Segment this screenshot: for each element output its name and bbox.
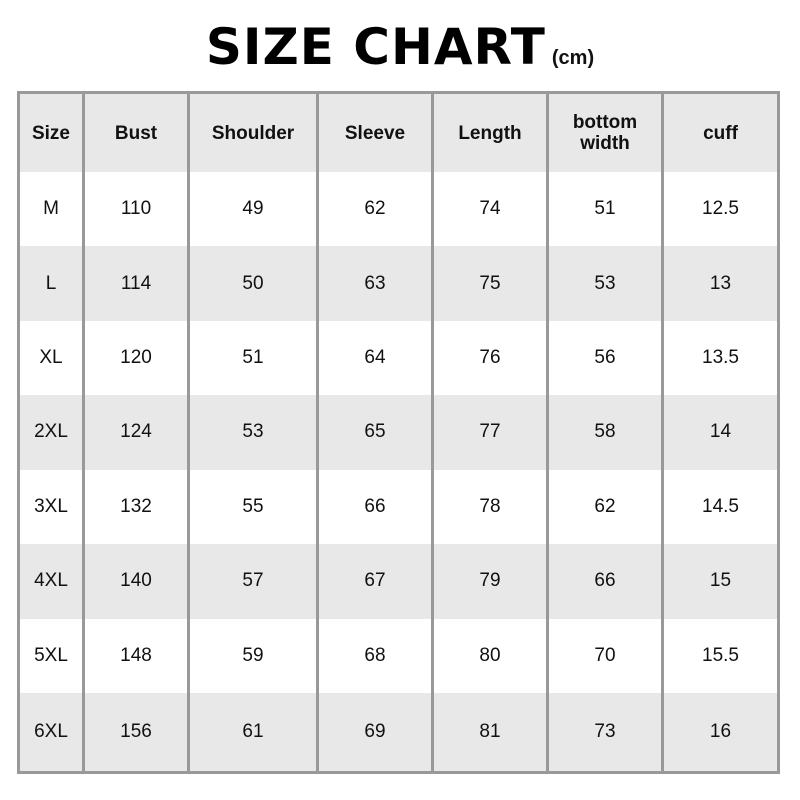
- value-cell: 69: [316, 692, 434, 773]
- table-row: 5XL 148 59 68 80 70 15.5: [17, 618, 780, 693]
- table-row: 3XL 132 55 66 78 62 14.5: [17, 469, 780, 545]
- table-row: M 110 49 62 74 51 12.5: [17, 172, 780, 247]
- value-cell: 16: [661, 692, 780, 773]
- value-cell: 120: [82, 320, 190, 396]
- value-cell: 148: [82, 618, 190, 693]
- value-cell: 49: [187, 172, 319, 247]
- value-cell: 57: [187, 544, 319, 619]
- value-cell: 124: [82, 395, 190, 470]
- value-cell: 50: [187, 246, 319, 321]
- title-text: SIZE CHART: [205, 18, 546, 76]
- size-table: Size Bust Shoulder Sleeve Length bottom width…: [17, 91, 780, 774]
- value-cell: 79: [431, 544, 549, 619]
- value-cell: 73: [546, 692, 664, 773]
- value-cell: 132: [82, 469, 190, 545]
- column-header: Size: [17, 92, 85, 172]
- column-header: cuff: [661, 92, 780, 172]
- value-cell: 53: [187, 395, 319, 470]
- size-cell: XL: [17, 320, 85, 396]
- value-cell: 61: [187, 692, 319, 773]
- table-row: 6XL 156 61 69 81 73 16: [17, 692, 780, 773]
- value-cell: 64: [316, 320, 434, 396]
- column-header: Length: [431, 92, 549, 172]
- value-cell: 67: [316, 544, 434, 619]
- value-cell: 78: [431, 469, 549, 545]
- column-header: Sleeve: [316, 92, 434, 172]
- size-cell: 3XL: [17, 469, 85, 545]
- value-cell: 14: [661, 395, 780, 470]
- table-row: L 114 50 63 75 53 13: [17, 246, 780, 321]
- value-cell: 15.5: [661, 618, 780, 693]
- size-cell: 6XL: [17, 692, 85, 773]
- value-cell: 140: [82, 544, 190, 619]
- unit-label: (cm): [551, 47, 595, 69]
- value-cell: 156: [82, 692, 190, 773]
- size-cell: L: [17, 246, 85, 321]
- column-header: bottom width: [546, 92, 664, 172]
- value-cell: 77: [431, 395, 549, 470]
- value-cell: 53: [546, 246, 664, 321]
- value-cell: 14.5: [661, 469, 780, 545]
- header-row: Size Bust Shoulder Sleeve Length bottom width…: [17, 92, 780, 172]
- value-cell: 51: [546, 172, 664, 247]
- value-cell: 56: [546, 320, 664, 396]
- value-cell: 70: [546, 618, 664, 693]
- size-cell: M: [17, 172, 85, 247]
- value-cell: 55: [187, 469, 319, 545]
- value-cell: 74: [431, 172, 549, 247]
- size-cell: 2XL: [17, 395, 85, 470]
- column-header: Shoulder: [187, 92, 319, 172]
- table-row: XL 120 51 64 76 56 13.5: [17, 320, 780, 396]
- value-cell: 63: [316, 246, 434, 321]
- column-header: Bust: [82, 92, 190, 172]
- value-cell: 62: [546, 469, 664, 545]
- size-cell: 4XL: [17, 544, 85, 619]
- value-cell: 65: [316, 395, 434, 470]
- value-cell: 80: [431, 618, 549, 693]
- value-cell: 66: [316, 469, 434, 545]
- value-cell: 75: [431, 246, 549, 321]
- value-cell: 13.5: [661, 320, 780, 396]
- table-row: 4XL 140 57 67 79 66 15: [17, 544, 780, 619]
- value-cell: 51: [187, 320, 319, 396]
- value-cell: 114: [82, 246, 190, 321]
- table-row: 2XL 124 53 65 77 58 14: [17, 395, 780, 470]
- size-cell: 5XL: [17, 618, 85, 693]
- value-cell: 66: [546, 544, 664, 619]
- value-cell: 68: [316, 618, 434, 693]
- value-cell: 15: [661, 544, 780, 619]
- value-cell: 76: [431, 320, 549, 396]
- value-cell: 12.5: [661, 172, 780, 247]
- page-title: SIZE CHART (cm): [0, 18, 800, 76]
- value-cell: 110: [82, 172, 190, 247]
- value-cell: 59: [187, 618, 319, 693]
- value-cell: 58: [546, 395, 664, 470]
- value-cell: 81: [431, 692, 549, 773]
- value-cell: 62: [316, 172, 434, 247]
- value-cell: 13: [661, 246, 780, 321]
